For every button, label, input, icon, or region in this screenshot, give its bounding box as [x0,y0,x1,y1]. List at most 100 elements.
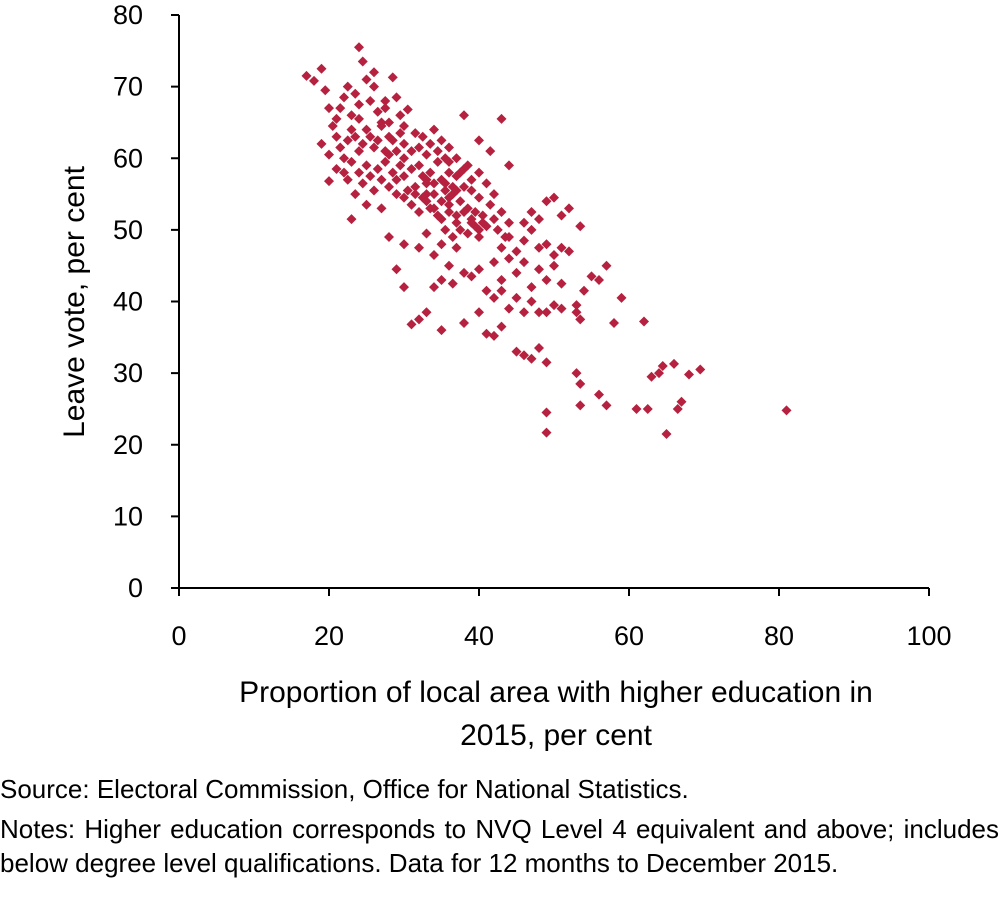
y-tick-label: 20 [113,430,143,460]
data-point [504,217,514,228]
data-point [496,206,507,217]
data-point [549,249,559,260]
y-tick-label: 60 [113,143,143,173]
y-tick-label: 70 [113,72,143,102]
data-point [485,146,496,157]
data-point [372,163,383,174]
data-point [462,160,473,171]
data-point [534,264,544,275]
data-point [376,203,387,214]
data-point [331,113,342,124]
data-point [399,138,409,149]
data-point [357,178,368,189]
data-point [616,292,627,303]
data-point [429,282,439,293]
data-point [474,264,484,275]
data-point [511,246,522,257]
data-point [489,330,499,341]
data-point [406,319,417,330]
data-point [489,257,499,268]
y-tick-label: 10 [113,501,143,531]
data-point [425,167,436,178]
data-point [466,185,477,196]
data-point [492,224,503,235]
data-point [474,224,484,235]
data-point [444,156,454,167]
data-point [361,74,372,85]
data-point [354,42,364,53]
data-point [331,131,342,142]
data-point [387,135,398,146]
data-point [440,224,451,235]
data-point [496,113,507,124]
data-point [496,242,507,253]
data-point [429,189,439,200]
data-point [556,303,567,314]
data-point [402,104,413,115]
data-point [444,206,454,217]
x-axis-title-line-1: Proportion of local area with higher edu… [239,676,873,709]
data-point [466,271,477,282]
data-point [346,156,357,167]
data-point [676,396,687,407]
data-points [301,42,792,440]
data-point [429,124,439,135]
data-point [384,181,394,192]
data-point [504,160,514,171]
data-point [564,246,574,257]
data-point [541,407,552,418]
data-point [556,242,567,253]
data-point [316,63,327,74]
data-point [421,196,432,207]
data-point [369,67,379,78]
data-point [436,135,447,146]
data-point [466,174,477,185]
data-point [417,131,428,142]
data-point [444,199,454,210]
data-point [384,149,394,160]
data-point [519,350,529,361]
data-point [327,121,338,132]
data-point [395,128,406,139]
data-point [324,149,334,160]
data-point [459,206,469,217]
data-point [387,72,398,83]
data-point [421,149,432,160]
data-point [489,189,499,200]
data-point [496,275,507,286]
y-tick-label: 50 [113,215,143,245]
data-point [391,189,402,200]
data-point [414,160,424,171]
source-note: Source: Electoral Commission, Office for… [0,774,689,804]
data-point [440,185,451,196]
data-point [346,214,357,225]
data-point [429,203,439,214]
data-point [474,135,484,146]
data-point [342,81,353,92]
data-point [519,307,529,318]
data-point [436,239,447,250]
data-point [534,214,544,225]
y-tick-label: 30 [113,358,143,388]
data-point [459,267,469,278]
data-point [451,217,462,228]
data-point [455,196,466,207]
data-point [695,364,706,375]
data-point [504,232,514,243]
data-point [444,142,454,153]
data-point [399,239,409,250]
x-tick-label: 20 [314,621,344,651]
data-point [395,160,406,171]
data-point [534,307,544,318]
data-point [459,110,469,121]
data-point [564,203,574,214]
x-axis-title-line-2: 2015, per cent [460,719,652,752]
data-point [335,142,346,153]
data-point [466,217,477,228]
data-point [339,167,349,178]
data-point [425,138,436,149]
data-point [320,85,331,96]
data-point [380,103,391,114]
y-tick-label: 0 [128,573,143,603]
data-point [399,192,409,203]
